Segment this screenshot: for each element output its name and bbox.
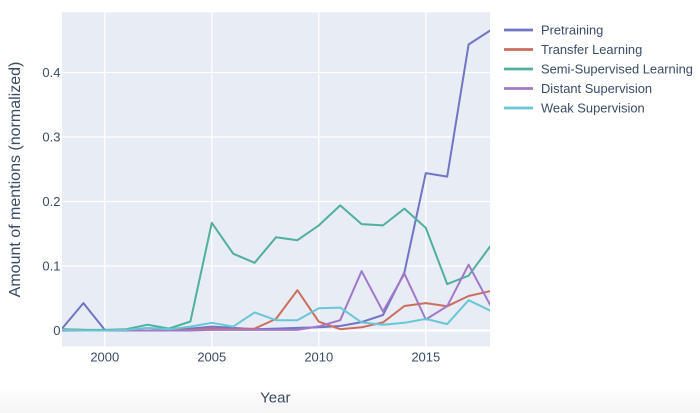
svg-text:0.4: 0.4: [42, 65, 60, 80]
svg-text:Weak Supervision: Weak Supervision: [541, 101, 645, 116]
svg-text:2000: 2000: [90, 350, 119, 365]
svg-text:2015: 2015: [411, 350, 440, 365]
svg-text:2005: 2005: [197, 350, 226, 365]
svg-text:0.3: 0.3: [42, 130, 60, 145]
svg-text:Year: Year: [260, 390, 290, 407]
svg-text:Distant Supervision: Distant Supervision: [541, 81, 652, 96]
svg-text:2010: 2010: [304, 350, 333, 365]
svg-text:Pretraining: Pretraining: [541, 23, 603, 38]
svg-text:0.1: 0.1: [42, 259, 60, 274]
svg-text:0.2: 0.2: [42, 194, 60, 209]
svg-text:0: 0: [53, 323, 60, 338]
svg-text:Amount of mentions (normalized: Amount of mentions (normalized): [7, 62, 24, 298]
svg-text:Semi-Supervised Learning: Semi-Supervised Learning: [541, 62, 693, 77]
svg-text:Transfer Learning: Transfer Learning: [541, 42, 642, 57]
